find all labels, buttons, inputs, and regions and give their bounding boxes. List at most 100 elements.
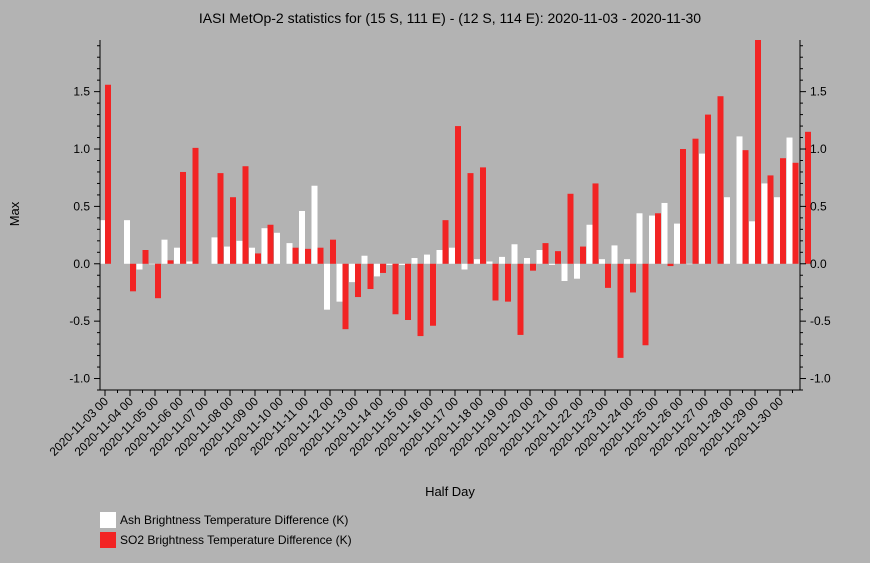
ash-bar (524, 258, 530, 264)
y-tick-label: 1.0 (73, 142, 90, 156)
ash-bar (186, 261, 193, 264)
so2-bar (380, 263, 386, 273)
ash-bar (124, 220, 130, 264)
so2-bar (217, 173, 224, 264)
ash-bar (724, 197, 730, 264)
ash-bar (474, 259, 480, 264)
so2-bar (155, 263, 161, 299)
y-tick-label: 0.5 (73, 199, 90, 213)
y-tick-label-right: -1.0 (810, 372, 831, 386)
ash-bar (261, 228, 268, 264)
so2-bar (717, 96, 724, 264)
so2-bar (342, 263, 349, 330)
ash-bar (374, 263, 380, 277)
ash-bar (661, 202, 668, 264)
y-tick-label: 1.5 (73, 85, 90, 99)
ash-bar (686, 263, 693, 265)
y-tick-label: -1.0 (69, 372, 90, 386)
so2-bar (167, 260, 174, 264)
ash-bar (761, 183, 768, 264)
so2-bar (517, 263, 524, 335)
so2-bar (255, 253, 261, 264)
y-tick-label-right: 1.0 (810, 142, 827, 156)
so2-bar (742, 150, 749, 264)
ash-bar (561, 263, 568, 281)
so2-bar (767, 175, 774, 264)
ash-bar (611, 245, 618, 264)
so2-bar (567, 193, 574, 264)
so2-bar (805, 131, 811, 264)
so2-bar (605, 263, 611, 288)
ash-bar (224, 246, 230, 264)
so2-bar (505, 263, 511, 302)
so2-bar (480, 167, 486, 264)
ash-bar (236, 240, 243, 264)
ash-bar (599, 259, 605, 264)
so2-bar (592, 183, 599, 264)
legend-label-so2: SO2 Brightness Temperature Difference (K… (120, 533, 352, 547)
so2-bar (192, 147, 199, 264)
ash-bar (586, 224, 593, 264)
so2-bar (442, 220, 449, 264)
y-tick-label-right: 1.5 (810, 85, 827, 99)
so2-bar (492, 263, 499, 301)
so2-bar (692, 138, 699, 264)
ash-bar (649, 215, 655, 264)
ash-bar (574, 263, 580, 279)
ash-bar (274, 232, 280, 264)
so2-bar (580, 246, 586, 264)
ash-bar (749, 221, 755, 264)
chart-title: IASI MetOp-2 statistics for (15 S, 111 E… (199, 10, 701, 26)
so2-bar (780, 158, 786, 264)
so2-bar (467, 173, 474, 264)
so2-bar (642, 263, 649, 346)
y-tick-label-right: 0.0 (810, 257, 827, 271)
y-tick-label: 0.0 (73, 257, 90, 271)
ash-bar (299, 210, 305, 264)
so2-bar (367, 263, 374, 290)
so2-bar (617, 263, 624, 358)
so2-bar (267, 224, 274, 264)
ash-bar (136, 263, 143, 270)
ash-bar (674, 223, 680, 264)
so2-bar (430, 263, 436, 326)
so2-bar (792, 162, 799, 264)
ash-bar (324, 263, 330, 310)
ash-bar (436, 250, 443, 264)
bars-group (99, 40, 811, 358)
ash-bar (624, 259, 630, 264)
so2-bar (330, 239, 336, 264)
so2-bar (405, 263, 411, 320)
ash-bar (411, 258, 418, 264)
so2-bar (555, 251, 561, 264)
so2-bar (542, 243, 549, 264)
so2-bar (755, 40, 761, 264)
ash-bar (636, 213, 643, 264)
y-tick-label: -0.5 (69, 314, 90, 328)
ash-bar (311, 185, 318, 264)
ash-bar (424, 254, 430, 264)
so2-bar (242, 166, 249, 264)
so2-bar (180, 171, 186, 264)
legend: Ash Brightness Temperature Difference (K… (100, 512, 352, 548)
ash-bar (174, 247, 180, 264)
ash-bar (461, 263, 468, 270)
so2-bar (705, 114, 711, 264)
ash-bar (699, 153, 705, 264)
legend-swatch-so2 (100, 532, 116, 548)
so2-bar (142, 250, 149, 264)
ash-bar (99, 220, 105, 264)
ash-bar (736, 136, 743, 264)
ash-bar (486, 261, 493, 264)
x-axis-label: Half Day (425, 484, 475, 499)
ash-bar (336, 263, 343, 302)
so2-bar (130, 263, 136, 292)
so2-bar (317, 247, 324, 264)
so2-bar (417, 263, 424, 337)
ash-bar (774, 197, 780, 264)
y-axis-label: Max (7, 201, 22, 226)
so2-bar (292, 247, 299, 264)
so2-bar (305, 248, 311, 264)
ash-bar (286, 243, 293, 264)
